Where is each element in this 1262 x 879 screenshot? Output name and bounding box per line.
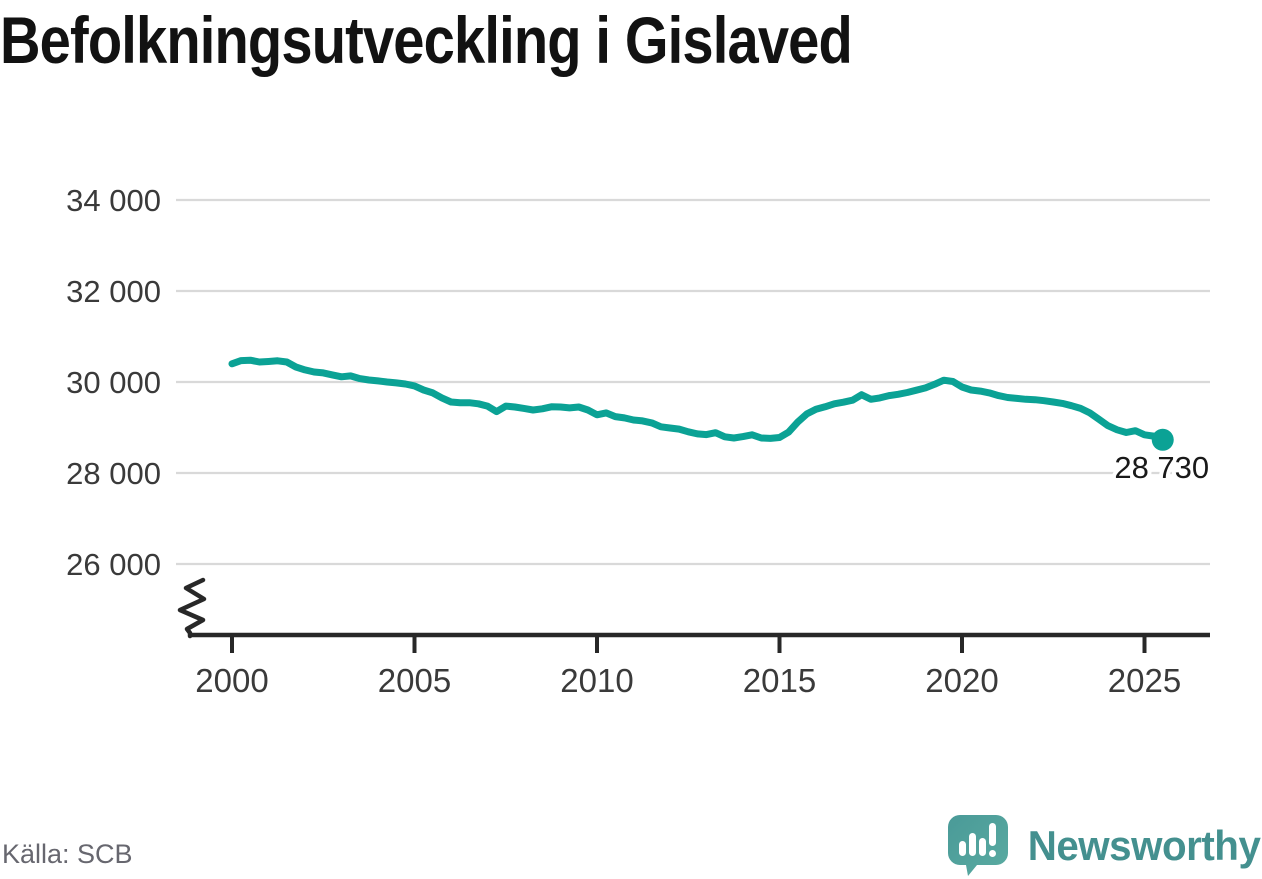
y-axis-tick-label: 32 000 (66, 274, 161, 309)
endpoint-value-label: 28 730 (1114, 450, 1209, 485)
y-axis-break-icon (177, 577, 207, 639)
endpoint-dot (1151, 428, 1174, 451)
bar-chart-bar2 (968, 833, 976, 856)
x-axis-tick-label: 2000 (195, 662, 268, 699)
x-axis-tick-label: 2025 (1108, 662, 1181, 699)
speech-bubble-shape (947, 815, 1008, 876)
exclamation-dot (988, 850, 996, 857)
newsworthy-logo: Newsworthy (947, 814, 1260, 877)
source-note: Källa: SCB (2, 839, 133, 869)
exclamation-bar (988, 823, 996, 846)
x-axis-tick-label: 2015 (743, 662, 816, 699)
y-axis-tick-label: 30 000 (66, 365, 161, 400)
population-line (228, 356, 1167, 444)
x-axis-tick-label: 2005 (378, 662, 451, 699)
bar-chart-bar1 (958, 841, 966, 856)
newsworthy-wordmark: Newsworthy (1027, 821, 1260, 869)
y-axis-tick-label: 28 000 (66, 456, 161, 491)
y-axis-tick-label: 34 000 (66, 183, 161, 218)
x-axis-tick-label: 2010 (560, 662, 633, 699)
x-axis-tick-label: 2020 (925, 662, 998, 699)
newsworthy-bubble-icon (947, 815, 1008, 876)
bar-chart-bar3 (978, 838, 986, 856)
chart-title: Befolkningsutveckling i Gislaved (0, 3, 853, 77)
y-axis-tick-label: 26 000 (66, 547, 161, 582)
